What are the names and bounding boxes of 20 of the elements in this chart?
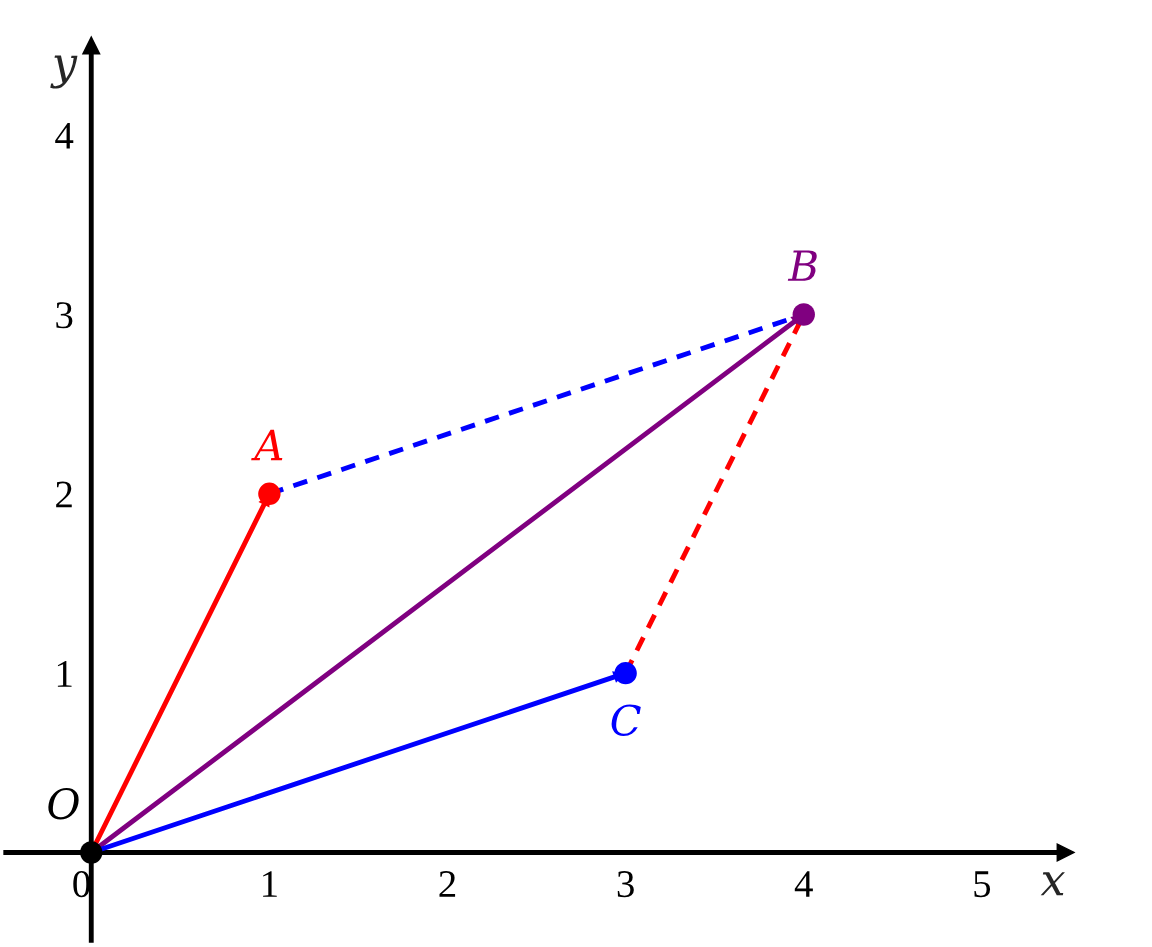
x-tick-label: 4	[794, 871, 813, 897]
point	[792, 303, 815, 326]
x-tick-label: 1	[263, 871, 277, 897]
annotation: C	[611, 704, 641, 736]
y-tick-label: 2	[56, 481, 72, 508]
y-tick-label: 1	[57, 660, 72, 687]
y-tick-label: 4	[55, 123, 74, 149]
annotation: O	[48, 787, 79, 820]
point	[614, 661, 637, 685]
y-tick-label: 3	[56, 302, 73, 329]
x-tick-label: 5	[974, 871, 991, 898]
x-tick-label: 3	[617, 871, 634, 898]
annotation: B	[787, 250, 817, 281]
point	[80, 841, 103, 864]
x-tick-label: 0	[73, 870, 90, 898]
y-axis-title: y	[50, 55, 78, 89]
annotation: A	[251, 429, 283, 461]
point	[258, 482, 281, 506]
x-axis-title: x	[1040, 872, 1065, 896]
x-tick-label: 2	[439, 871, 456, 897]
